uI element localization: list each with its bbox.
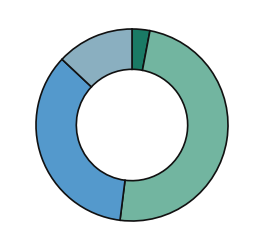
Wedge shape <box>132 29 150 70</box>
Wedge shape <box>120 31 228 221</box>
Wedge shape <box>62 29 132 87</box>
Wedge shape <box>36 59 125 220</box>
